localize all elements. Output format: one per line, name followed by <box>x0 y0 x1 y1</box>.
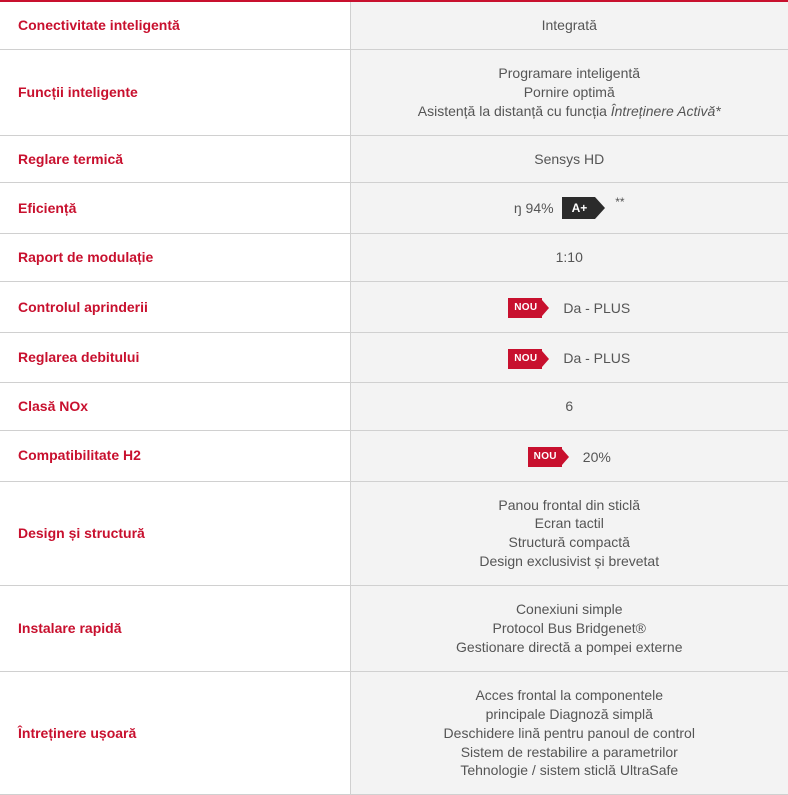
nou-value-text: 20% <box>583 448 611 467</box>
value-line: Pornire optimă <box>369 83 771 102</box>
value-line: Deschidere lină pentru panoul de control <box>369 724 771 743</box>
table-row: Conectivitate inteligentă Integrată <box>0 1 788 49</box>
value-line: Ecran tactil <box>369 514 771 533</box>
row-label: Instalare rapidă <box>0 586 350 672</box>
row-value: Integrată <box>350 1 788 49</box>
value-line: Programare inteligentă <box>369 64 771 83</box>
row-value: NOU Da - PLUS <box>350 282 788 332</box>
efficiency-text: ŋ 94% <box>514 199 554 218</box>
row-label: Raport de modulație <box>0 234 350 282</box>
table-row: Raport de modulație 1:10 <box>0 234 788 282</box>
nou-arrow-icon <box>542 300 549 316</box>
row-value: NOU Da - PLUS <box>350 332 788 382</box>
row-label: Compatibilitate H2 <box>0 431 350 481</box>
nou-badge-text: NOU <box>508 298 542 318</box>
table-row: Controlul aprinderii NOU Da - PLUS <box>0 282 788 332</box>
table-row: Design și structură Panou frontal din st… <box>0 481 788 586</box>
row-label: Design și structură <box>0 481 350 586</box>
nou-badge-icon: NOU <box>508 300 549 316</box>
nou-badge-text: NOU <box>508 349 542 369</box>
table-row: Reglare termică Sensys HD <box>0 135 788 183</box>
nou-value-text: Da - PLUS <box>563 349 630 368</box>
row-value: Conexiuni simple Protocol Bus Bridgenet®… <box>350 586 788 672</box>
nou-badge-text: NOU <box>528 447 562 467</box>
energy-label-icon: A+ <box>562 197 606 219</box>
row-value: Sensys HD <box>350 135 788 183</box>
energy-rating: A+ <box>562 197 596 219</box>
row-value: Programare inteligentă Pornire optimă As… <box>350 49 788 135</box>
value-line: Integrată <box>369 16 771 35</box>
table-row: Funcții inteligente Programare inteligen… <box>0 49 788 135</box>
value-line: Conexiuni simple <box>369 600 771 619</box>
row-value: Panou frontal din sticlă Ecran tactil St… <box>350 481 788 586</box>
table-row: Clasă NOx 6 <box>0 383 788 431</box>
value-line: Protocol Bus Bridgenet® <box>369 619 771 638</box>
table-row: Eficiență ŋ 94% A+ ** <box>0 183 788 234</box>
row-label: Întreținere ușoară <box>0 671 350 794</box>
row-label: Clasă NOx <box>0 383 350 431</box>
value-line: 1:10 <box>369 248 771 267</box>
row-label: Reglarea debitului <box>0 332 350 382</box>
value-text-italic: Întreținere Activă* <box>611 103 721 119</box>
nou-wrap: NOU Da - PLUS <box>508 299 630 318</box>
efficiency-wrap: ŋ 94% A+ ** <box>514 197 625 219</box>
nou-badge-icon: NOU <box>508 351 549 367</box>
efficiency-suffix: ** <box>615 194 624 210</box>
value-line: Asistență la distanță cu funcția Întreți… <box>369 102 771 121</box>
nou-wrap: NOU 20% <box>528 448 611 467</box>
value-line: Tehnologie / sistem sticlă UltraSafe <box>369 761 771 780</box>
row-value: Acces frontal la componentele principale… <box>350 671 788 794</box>
nou-value-text: Da - PLUS <box>563 299 630 318</box>
nou-wrap: NOU Da - PLUS <box>508 349 630 368</box>
energy-rating-text: A+ <box>572 201 588 215</box>
row-value: ŋ 94% A+ ** <box>350 183 788 234</box>
row-label: Reglare termică <box>0 135 350 183</box>
table-row: Întreținere ușoară Acces frontal la comp… <box>0 671 788 794</box>
value-line: Panou frontal din sticlă <box>369 496 771 515</box>
row-label: Controlul aprinderii <box>0 282 350 332</box>
value-line: Gestionare directă a pompei externe <box>369 638 771 657</box>
value-line: 6 <box>369 397 771 416</box>
energy-arrow-icon <box>595 197 605 219</box>
table-row: Reglarea debitului NOU Da - PLUS <box>0 332 788 382</box>
spec-table: Conectivitate inteligentă Integrată Func… <box>0 0 788 795</box>
row-label: Conectivitate inteligentă <box>0 1 350 49</box>
value-line: Sistem de restabilire a parametrilor <box>369 743 771 762</box>
value-line: Structură compactă <box>369 533 771 552</box>
table-row: Compatibilitate H2 NOU 20% <box>0 431 788 481</box>
row-label: Eficiență <box>0 183 350 234</box>
row-label: Funcții inteligente <box>0 49 350 135</box>
nou-arrow-icon <box>562 449 569 465</box>
nou-badge-icon: NOU <box>528 449 569 465</box>
value-text-prefix: Asistență la distanță cu funcția <box>418 103 611 119</box>
table-row: Instalare rapidă Conexiuni simple Protoc… <box>0 586 788 672</box>
row-value: 6 <box>350 383 788 431</box>
value-line: Sensys HD <box>369 150 771 169</box>
nou-arrow-icon <box>542 351 549 367</box>
value-line: Design exclusivist și brevetat <box>369 552 771 571</box>
value-line: principale Diagnoză simplă <box>369 705 771 724</box>
value-line: Acces frontal la componentele <box>369 686 771 705</box>
row-value: NOU 20% <box>350 431 788 481</box>
row-value: 1:10 <box>350 234 788 282</box>
